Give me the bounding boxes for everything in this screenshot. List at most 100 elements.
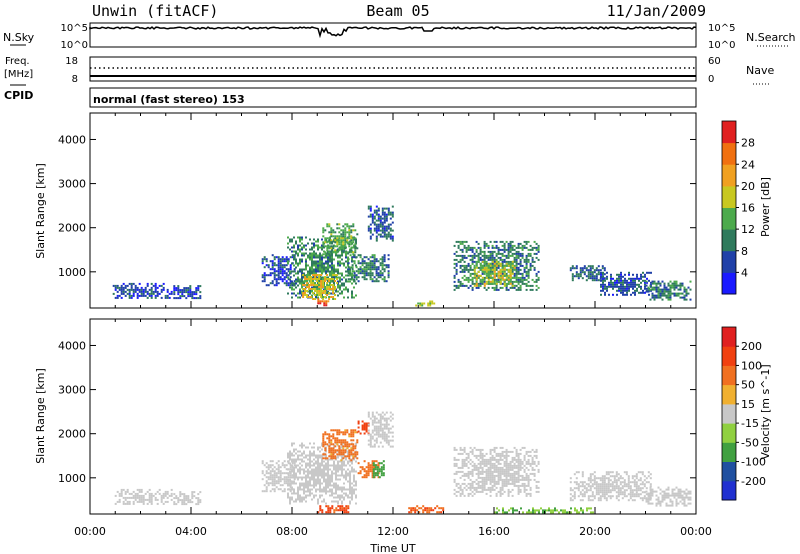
power-cell (655, 296, 658, 299)
power-cell (479, 268, 482, 271)
power-cell (295, 250, 297, 253)
power-cell (281, 260, 284, 263)
power-cell (427, 304, 430, 307)
velocity-cell (527, 460, 530, 463)
power-cell (620, 281, 622, 284)
power-cell (385, 217, 388, 220)
velocity-cell (505, 474, 508, 477)
power-cell (330, 239, 333, 242)
power-cell (304, 288, 307, 290)
velocity-cell (629, 481, 632, 484)
power-cell (319, 246, 321, 249)
velocity-cell (519, 448, 522, 451)
velocity-cell (305, 482, 307, 485)
velocity-cell (593, 497, 596, 500)
power-cell (519, 254, 522, 257)
power-cell (501, 270, 504, 273)
velocity-cell (633, 475, 636, 478)
velocity-cell (331, 480, 333, 483)
power-cell (336, 239, 339, 242)
power-cell (679, 282, 682, 285)
power-cell (636, 283, 638, 286)
velocity-cell (365, 472, 368, 475)
power-cell (387, 209, 390, 212)
power-cell (144, 294, 147, 297)
velocity-cell (173, 493, 176, 496)
velocity-cell (369, 441, 372, 444)
power-cell (313, 238, 315, 241)
power-cell (342, 235, 345, 238)
velocity-cell (287, 472, 289, 475)
velocity-cell (329, 458, 331, 461)
velocity-cell (509, 478, 512, 481)
velocity-cell (293, 482, 295, 485)
velocity-cell (261, 472, 264, 475)
velocity-cell (343, 460, 345, 463)
power-cell (385, 264, 388, 267)
power-cell (632, 277, 634, 280)
velocity-cell (332, 451, 335, 454)
power-cell (461, 242, 464, 245)
power-cell (339, 264, 341, 267)
velocity-cell (673, 492, 676, 495)
power-cell (521, 280, 524, 283)
velocity-cell (605, 477, 608, 480)
velocity-cell (603, 487, 606, 490)
velocity-cell (361, 468, 364, 471)
velocity-cell (321, 458, 323, 461)
freq-unit-label: [MHz] (4, 69, 33, 80)
power-cell (507, 244, 510, 247)
power-cell (279, 278, 282, 281)
velocity-cell (487, 472, 490, 475)
power-cell (367, 258, 370, 261)
velocity-cell (344, 429, 347, 432)
velocity-cell (349, 490, 351, 493)
velocity-cell (341, 494, 343, 497)
power-cell (173, 293, 176, 296)
power-cell (379, 215, 382, 218)
power-cell (295, 280, 297, 283)
power-cell (521, 264, 524, 267)
velocity-cell (535, 450, 538, 453)
power-cell (517, 256, 520, 259)
power-cell (303, 254, 305, 257)
power-cell (379, 270, 382, 273)
velocity-cell (338, 447, 341, 450)
velocity-cell (483, 480, 486, 483)
velocity-cell (118, 498, 121, 501)
velocity-cell (681, 490, 684, 493)
velocity-cell (507, 492, 510, 495)
velocity-cell (295, 482, 297, 485)
power-cell (325, 304, 328, 307)
power-cell (479, 252, 482, 255)
velocity-cell (289, 482, 291, 485)
power-cell (473, 254, 476, 257)
power-cell (479, 246, 482, 249)
power-cell (689, 288, 692, 291)
velocity-cell (493, 482, 496, 485)
velocity-cell (317, 454, 319, 457)
velocity-cell (323, 460, 325, 463)
velocity-cell (140, 488, 143, 491)
velocity-cell (601, 477, 604, 480)
velocity-cell (575, 483, 578, 486)
velocity-cell (321, 476, 323, 479)
power-cell (371, 272, 374, 275)
power-cell (306, 274, 309, 276)
power-cell (332, 288, 335, 290)
power-cell (144, 288, 147, 291)
velocity-cell (639, 487, 642, 490)
power-cell (331, 242, 333, 245)
power-cell (517, 282, 520, 285)
velocity-cell (352, 449, 355, 452)
velocity-cell (263, 484, 266, 487)
velocity-cell (647, 481, 650, 484)
velocity-cell (485, 476, 488, 479)
power-cell (177, 297, 180, 300)
power-cell (525, 242, 528, 245)
power-cell (263, 258, 266, 261)
power-cell (638, 277, 640, 280)
velocity-cell (517, 466, 520, 469)
velocity-cell (307, 476, 309, 479)
velocity-cell (497, 476, 500, 479)
